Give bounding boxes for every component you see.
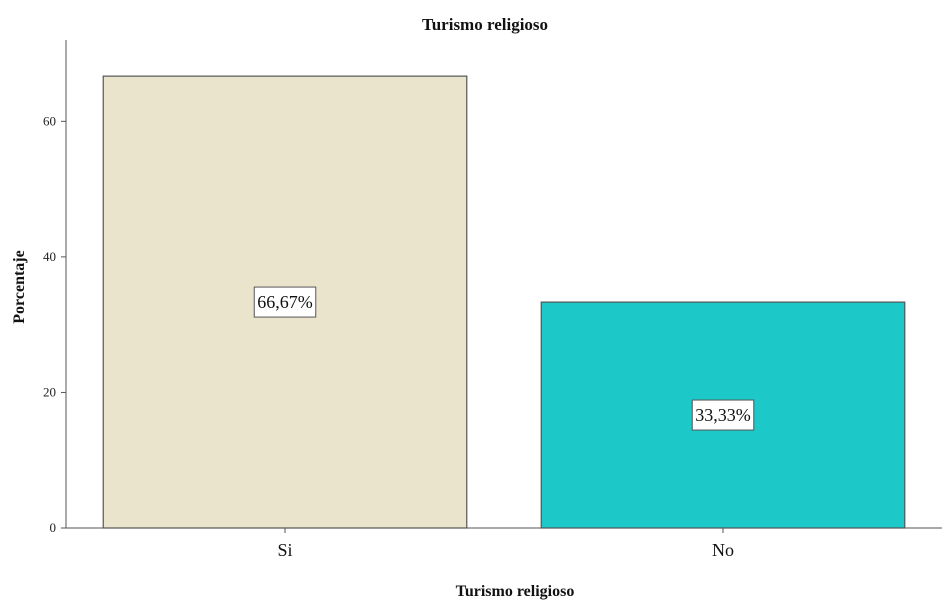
y-tick-label: 40 <box>43 249 56 264</box>
y-axis-title: Porcentaje <box>11 250 28 323</box>
y-tick-label: 20 <box>43 384 56 399</box>
chart-title: Turismo religioso <box>422 15 548 34</box>
x-tick-label: Si <box>277 540 292 560</box>
x-axis-title: Turismo religioso <box>456 583 575 600</box>
plot-area: 0 20 40 60 Si 66,67% No 33,33% <box>43 40 942 560</box>
data-label: 33,33% <box>695 405 751 425</box>
data-label: 66,67% <box>257 292 313 312</box>
x-tick-label: No <box>712 540 734 560</box>
data-label-box <box>691 399 755 431</box>
data-label-box <box>253 286 317 318</box>
y-tick-label: 0 <box>50 520 57 535</box>
y-tick-label: 60 <box>43 113 56 128</box>
